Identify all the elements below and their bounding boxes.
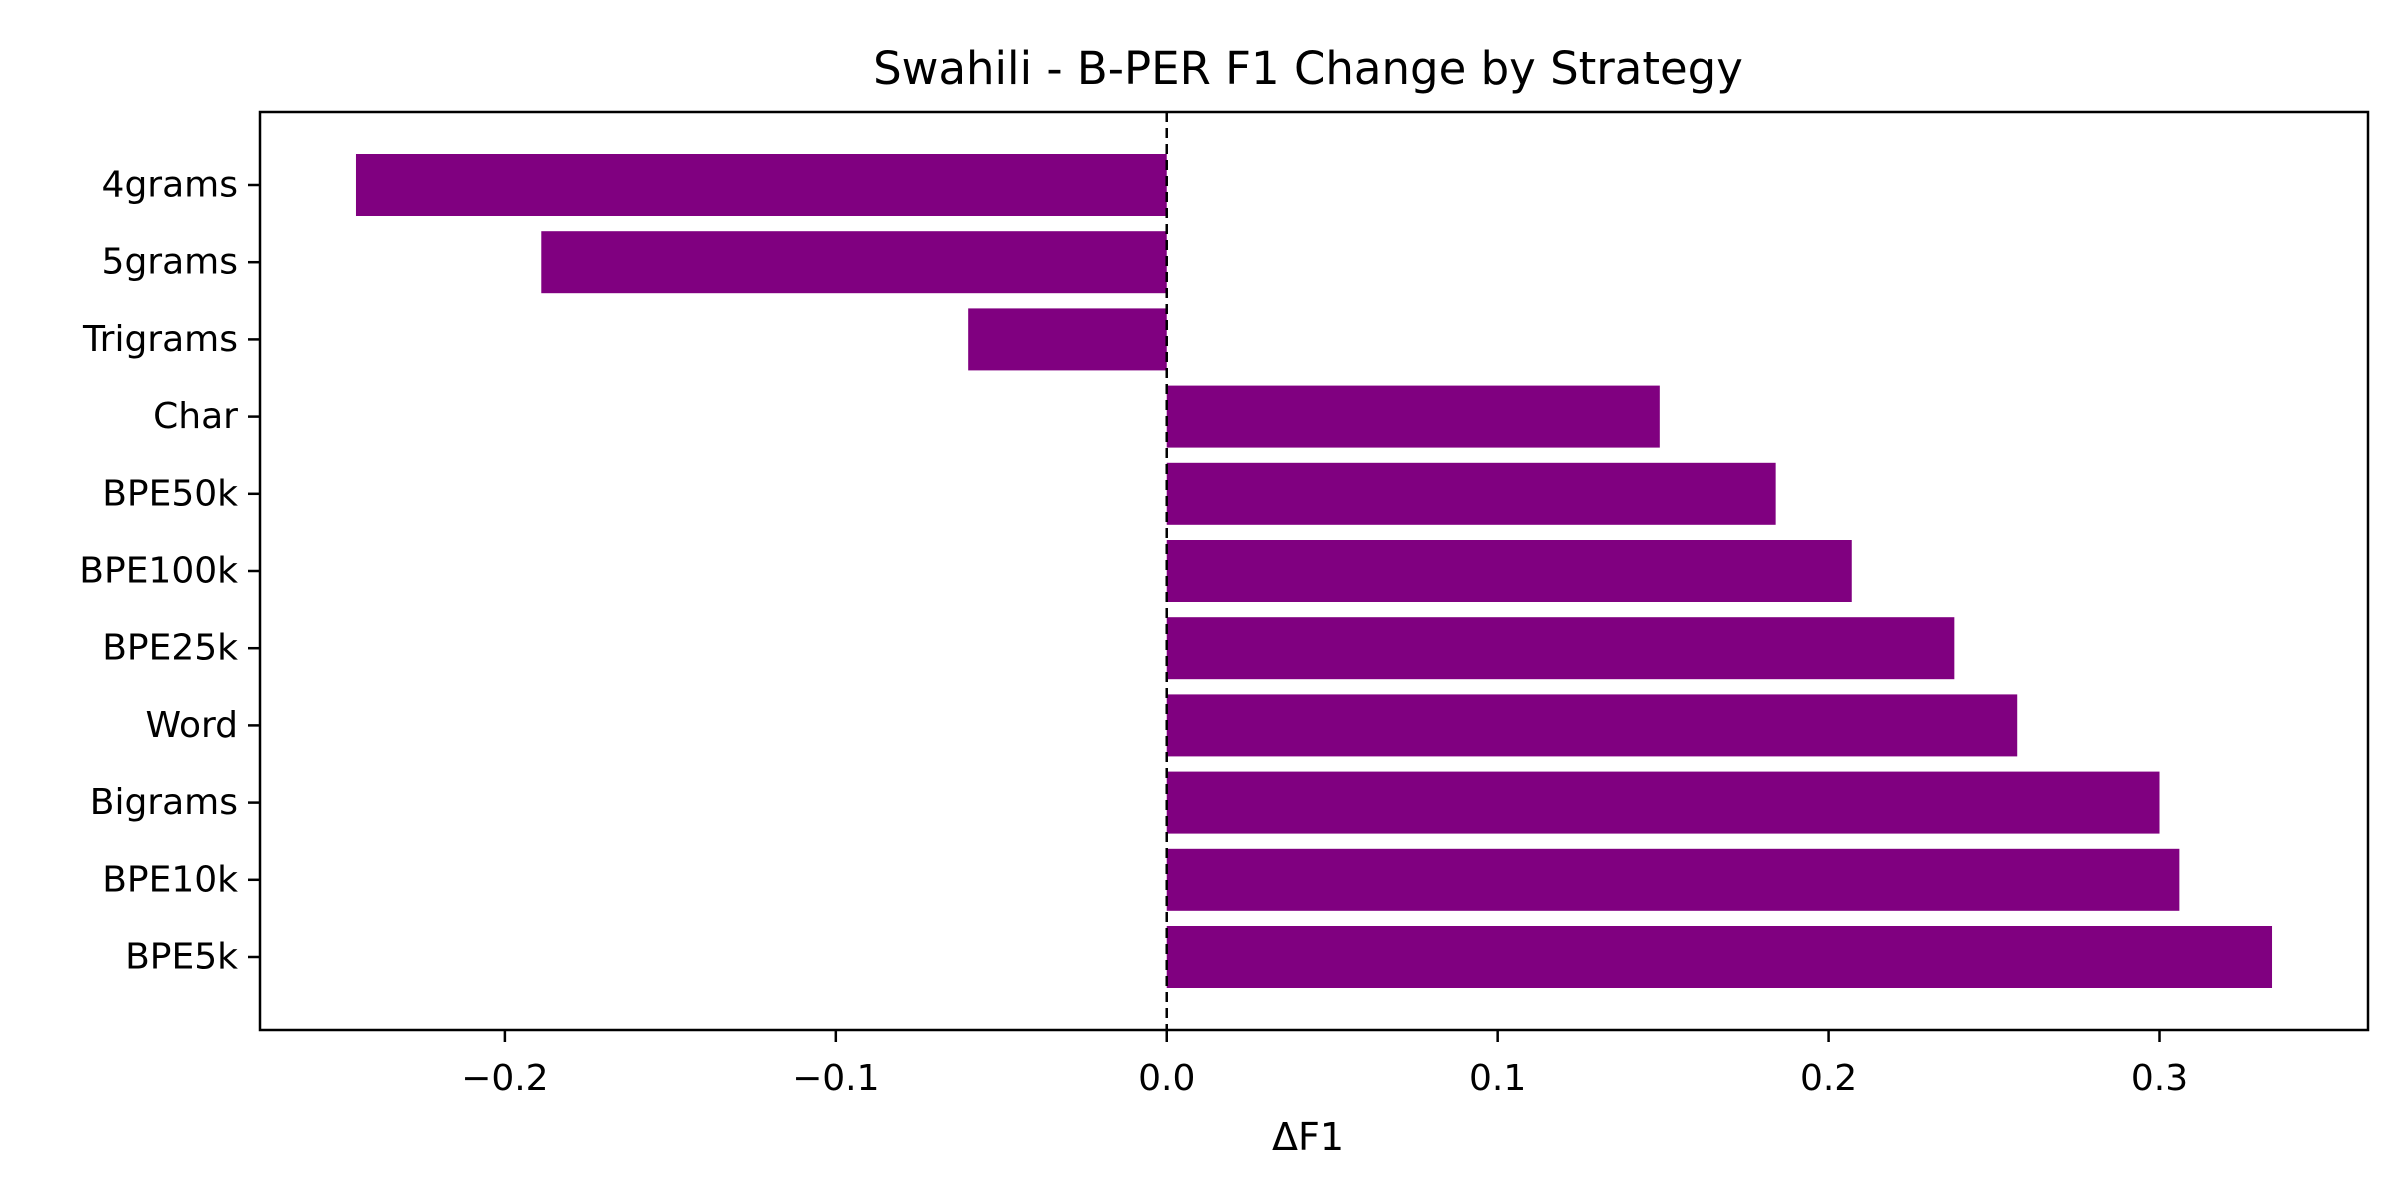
bar-bpe10k bbox=[1166, 848, 2180, 911]
y-tick-label-bpe10k: BPE10k bbox=[102, 859, 238, 900]
bar-bpe100k bbox=[1166, 540, 1852, 602]
y-tick-label-trigrams: Trigrams bbox=[82, 319, 238, 360]
y-tick-label-bigrams: Bigrams bbox=[90, 782, 238, 823]
bar-5grams bbox=[541, 231, 1167, 294]
bar-word bbox=[1166, 694, 2018, 757]
x-tick-label-1: −0.1 bbox=[792, 1058, 879, 1099]
bar-char bbox=[1166, 385, 1660, 448]
bar-trigrams bbox=[968, 308, 1167, 371]
y-tick-label-bpe50k: BPE50k bbox=[102, 473, 238, 514]
y-tick-label-char: Char bbox=[153, 396, 238, 437]
x-tick-label-4: 0.2 bbox=[1800, 1058, 1857, 1099]
y-tick-label-word: Word bbox=[145, 705, 238, 746]
y-axis: 4grams 5grams Trigrams Char BPE50k BPE100k BPE… bbox=[79, 165, 260, 978]
x-tick-label-5: 0.3 bbox=[2131, 1058, 2188, 1099]
y-tick-label-4grams: 4grams bbox=[102, 165, 238, 206]
bar-bpe25k bbox=[1166, 617, 1955, 680]
x-axis-label: ΔF1 bbox=[1272, 1115, 1344, 1159]
bar-bpe5k bbox=[1166, 926, 2273, 988]
x-axis: −0.2 −0.1 0.0 0.1 0.2 0.3 bbox=[461, 1030, 2188, 1099]
bars-layer bbox=[355, 154, 2273, 988]
bar-bpe50k bbox=[1166, 462, 1776, 525]
chart-title: Swahili - B-PER F1 Change by Strategy bbox=[873, 42, 1743, 95]
x-tick-label-0: −0.2 bbox=[461, 1058, 548, 1099]
x-tick-label-2: 0.0 bbox=[1138, 1058, 1195, 1099]
y-tick-label-bpe5k: BPE5k bbox=[125, 937, 238, 978]
y-tick-label-5grams: 5grams bbox=[102, 242, 238, 283]
y-tick-label-bpe100k: BPE100k bbox=[79, 551, 238, 592]
y-tick-label-bpe25k: BPE25k bbox=[102, 628, 238, 669]
bar-bigrams bbox=[1166, 771, 2160, 834]
bar-4grams bbox=[355, 154, 1167, 216]
x-tick-label-3: 0.1 bbox=[1469, 1058, 1526, 1099]
